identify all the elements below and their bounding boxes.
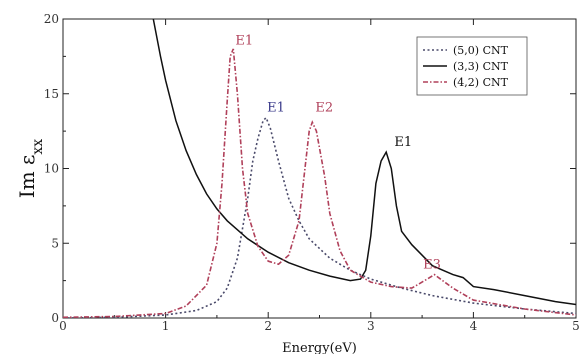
legend-label-3: (4,2) CNT bbox=[453, 76, 509, 89]
x-tick-label: 0 bbox=[59, 319, 67, 333]
legend: (5,0) CNT (3,3) CNT (4,2) CNT bbox=[416, 36, 528, 96]
x-axis-label: Energy(eV) bbox=[282, 341, 357, 354]
legend-label-1: (5,0) CNT bbox=[453, 44, 509, 57]
x-tick-label: 5 bbox=[572, 319, 579, 333]
x-ticks: 0 1 2 3 4 5 bbox=[59, 19, 579, 333]
y-axis-label: Im εxx bbox=[15, 139, 46, 198]
x-tick-label: 3 bbox=[367, 319, 375, 333]
x-tick-label: 4 bbox=[470, 319, 478, 333]
x-tick-label: 2 bbox=[264, 319, 272, 333]
series-layer bbox=[63, 19, 576, 318]
annotations: E1 E1 E2 E1 E3 bbox=[235, 33, 441, 272]
x-tick-label: 1 bbox=[162, 319, 170, 333]
y-axis-label-main: Im ε bbox=[15, 155, 39, 199]
peak-label-5: E3 bbox=[423, 258, 441, 273]
peak-label-3: E2 bbox=[315, 101, 333, 116]
y-tick-label: 15 bbox=[44, 87, 59, 101]
series-line-2 bbox=[152, 19, 576, 306]
y-tick-label: 10 bbox=[44, 162, 59, 176]
y-axis-label-sub: xx bbox=[30, 139, 46, 155]
peak-label-2: E1 bbox=[267, 101, 285, 116]
y-tick-label: 20 bbox=[44, 12, 59, 26]
legend-label-2: (3,3) CNT bbox=[453, 60, 509, 73]
y-tick-label: 0 bbox=[51, 311, 59, 325]
peak-label-4: E1 bbox=[394, 135, 412, 150]
series-line-1 bbox=[63, 116, 576, 318]
y-tick-label: 5 bbox=[51, 236, 59, 250]
peak-label-1: E1 bbox=[235, 33, 253, 48]
series-line-3 bbox=[63, 48, 576, 318]
